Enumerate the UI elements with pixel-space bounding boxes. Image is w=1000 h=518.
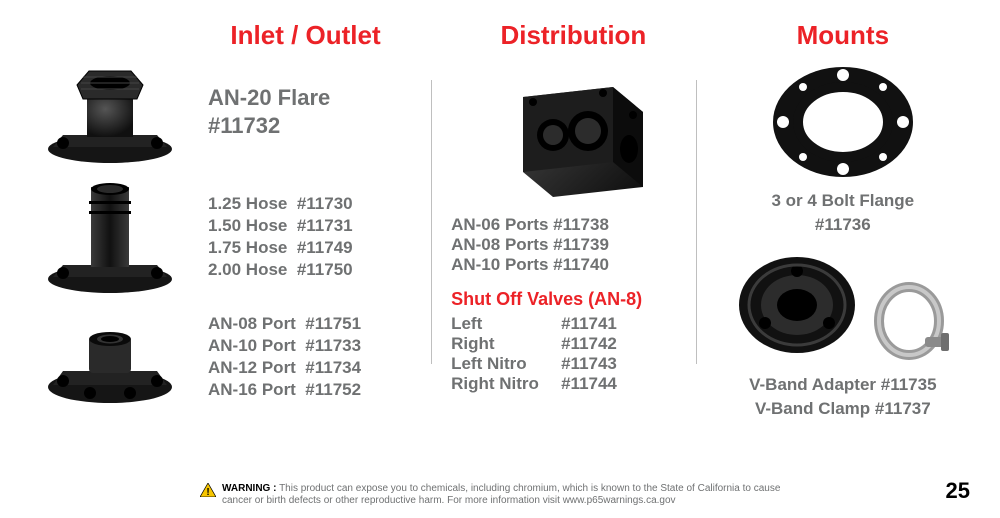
- inlet-hose-line: 2.00 Hose #11750: [208, 260, 353, 280]
- shutoff-part: #11744: [561, 374, 617, 394]
- section-title-distribution: Distribution: [451, 20, 696, 51]
- inlet-row-port: AN-08 Port #11751 AN-10 Port #11733 AN-1…: [30, 307, 431, 407]
- flange-caption: 3 or 4 Bolt Flange: [772, 191, 915, 211]
- dist-port-line: AN-08 Ports #11739: [451, 235, 696, 255]
- warning-icon: !: [200, 483, 216, 497]
- shutoff-label: Right Nitro: [451, 374, 561, 394]
- table-row: Right Nitro #11744: [451, 374, 696, 394]
- shutoff-part: #11742: [561, 334, 617, 354]
- product-image-bolt-flange: [758, 57, 928, 187]
- inlet-port-line: AN-16 Port #11752: [208, 380, 361, 400]
- vband-caption-sub: V-Band Clamp #11737: [716, 399, 970, 419]
- product-image-port: [30, 307, 190, 407]
- section-title-inlet: Inlet / Outlet: [30, 20, 431, 51]
- shutoff-label: Left Nitro: [451, 354, 561, 374]
- product-image-vband-adapter: [735, 243, 865, 363]
- warning-label: WARNING :: [222, 483, 276, 494]
- dist-port-line: AN-06 Ports #11738: [451, 215, 696, 235]
- product-image-distribution-block: [483, 57, 663, 207]
- shutoff-part: #11743: [561, 354, 617, 374]
- table-row: Left Nitro #11743: [451, 354, 696, 374]
- dist-port-line: AN-10 Ports #11740: [451, 255, 696, 275]
- flange-caption-sub: #11736: [815, 215, 871, 235]
- inlet-port-line: AN-08 Port #11751: [208, 314, 361, 334]
- prop65-warning: ! WARNING : This product can expose you …: [200, 483, 782, 506]
- inlet-flare-sub: #11732: [208, 113, 330, 139]
- inlet-row-flare: AN-20 Flare #11732: [30, 57, 431, 167]
- vband-caption: V-Band Adapter #11735: [716, 375, 970, 395]
- shutoff-part: #11741: [561, 314, 617, 334]
- shutoff-label: Right: [451, 334, 561, 354]
- product-image-flare: [30, 57, 190, 167]
- section-title-mounts: Mounts: [716, 20, 970, 51]
- column-divider: [431, 80, 432, 364]
- shutoff-table: Left #11741 Right #11742 Left Nitro #117…: [451, 314, 696, 394]
- table-row: Right #11742: [451, 334, 696, 354]
- inlet-hose-line: 1.50 Hose #11731: [208, 216, 353, 236]
- inlet-hose-line: 1.25 Hose #11730: [208, 194, 353, 214]
- inlet-port-line: AN-12 Port #11734: [208, 358, 361, 378]
- shutoff-title: Shut Off Valves (AN-8): [451, 289, 696, 310]
- inlet-flare-lead: AN-20 Flare: [208, 85, 330, 111]
- svg-text:!: !: [206, 487, 209, 497]
- column-divider: [696, 80, 697, 364]
- shutoff-label: Left: [451, 314, 561, 334]
- inlet-row-hose: 1.25 Hose #11730 1.50 Hose #11731 1.75 H…: [30, 177, 431, 297]
- inlet-hose-line: 1.75 Hose #11749: [208, 238, 353, 258]
- product-image-vband-clamp: [871, 273, 951, 363]
- warning-text: This product can expose you to chemicals…: [222, 483, 780, 506]
- product-image-hose: [30, 177, 190, 297]
- table-row: Left #11741: [451, 314, 696, 334]
- inlet-port-line: AN-10 Port #11733: [208, 336, 361, 356]
- page-number: 25: [946, 478, 970, 504]
